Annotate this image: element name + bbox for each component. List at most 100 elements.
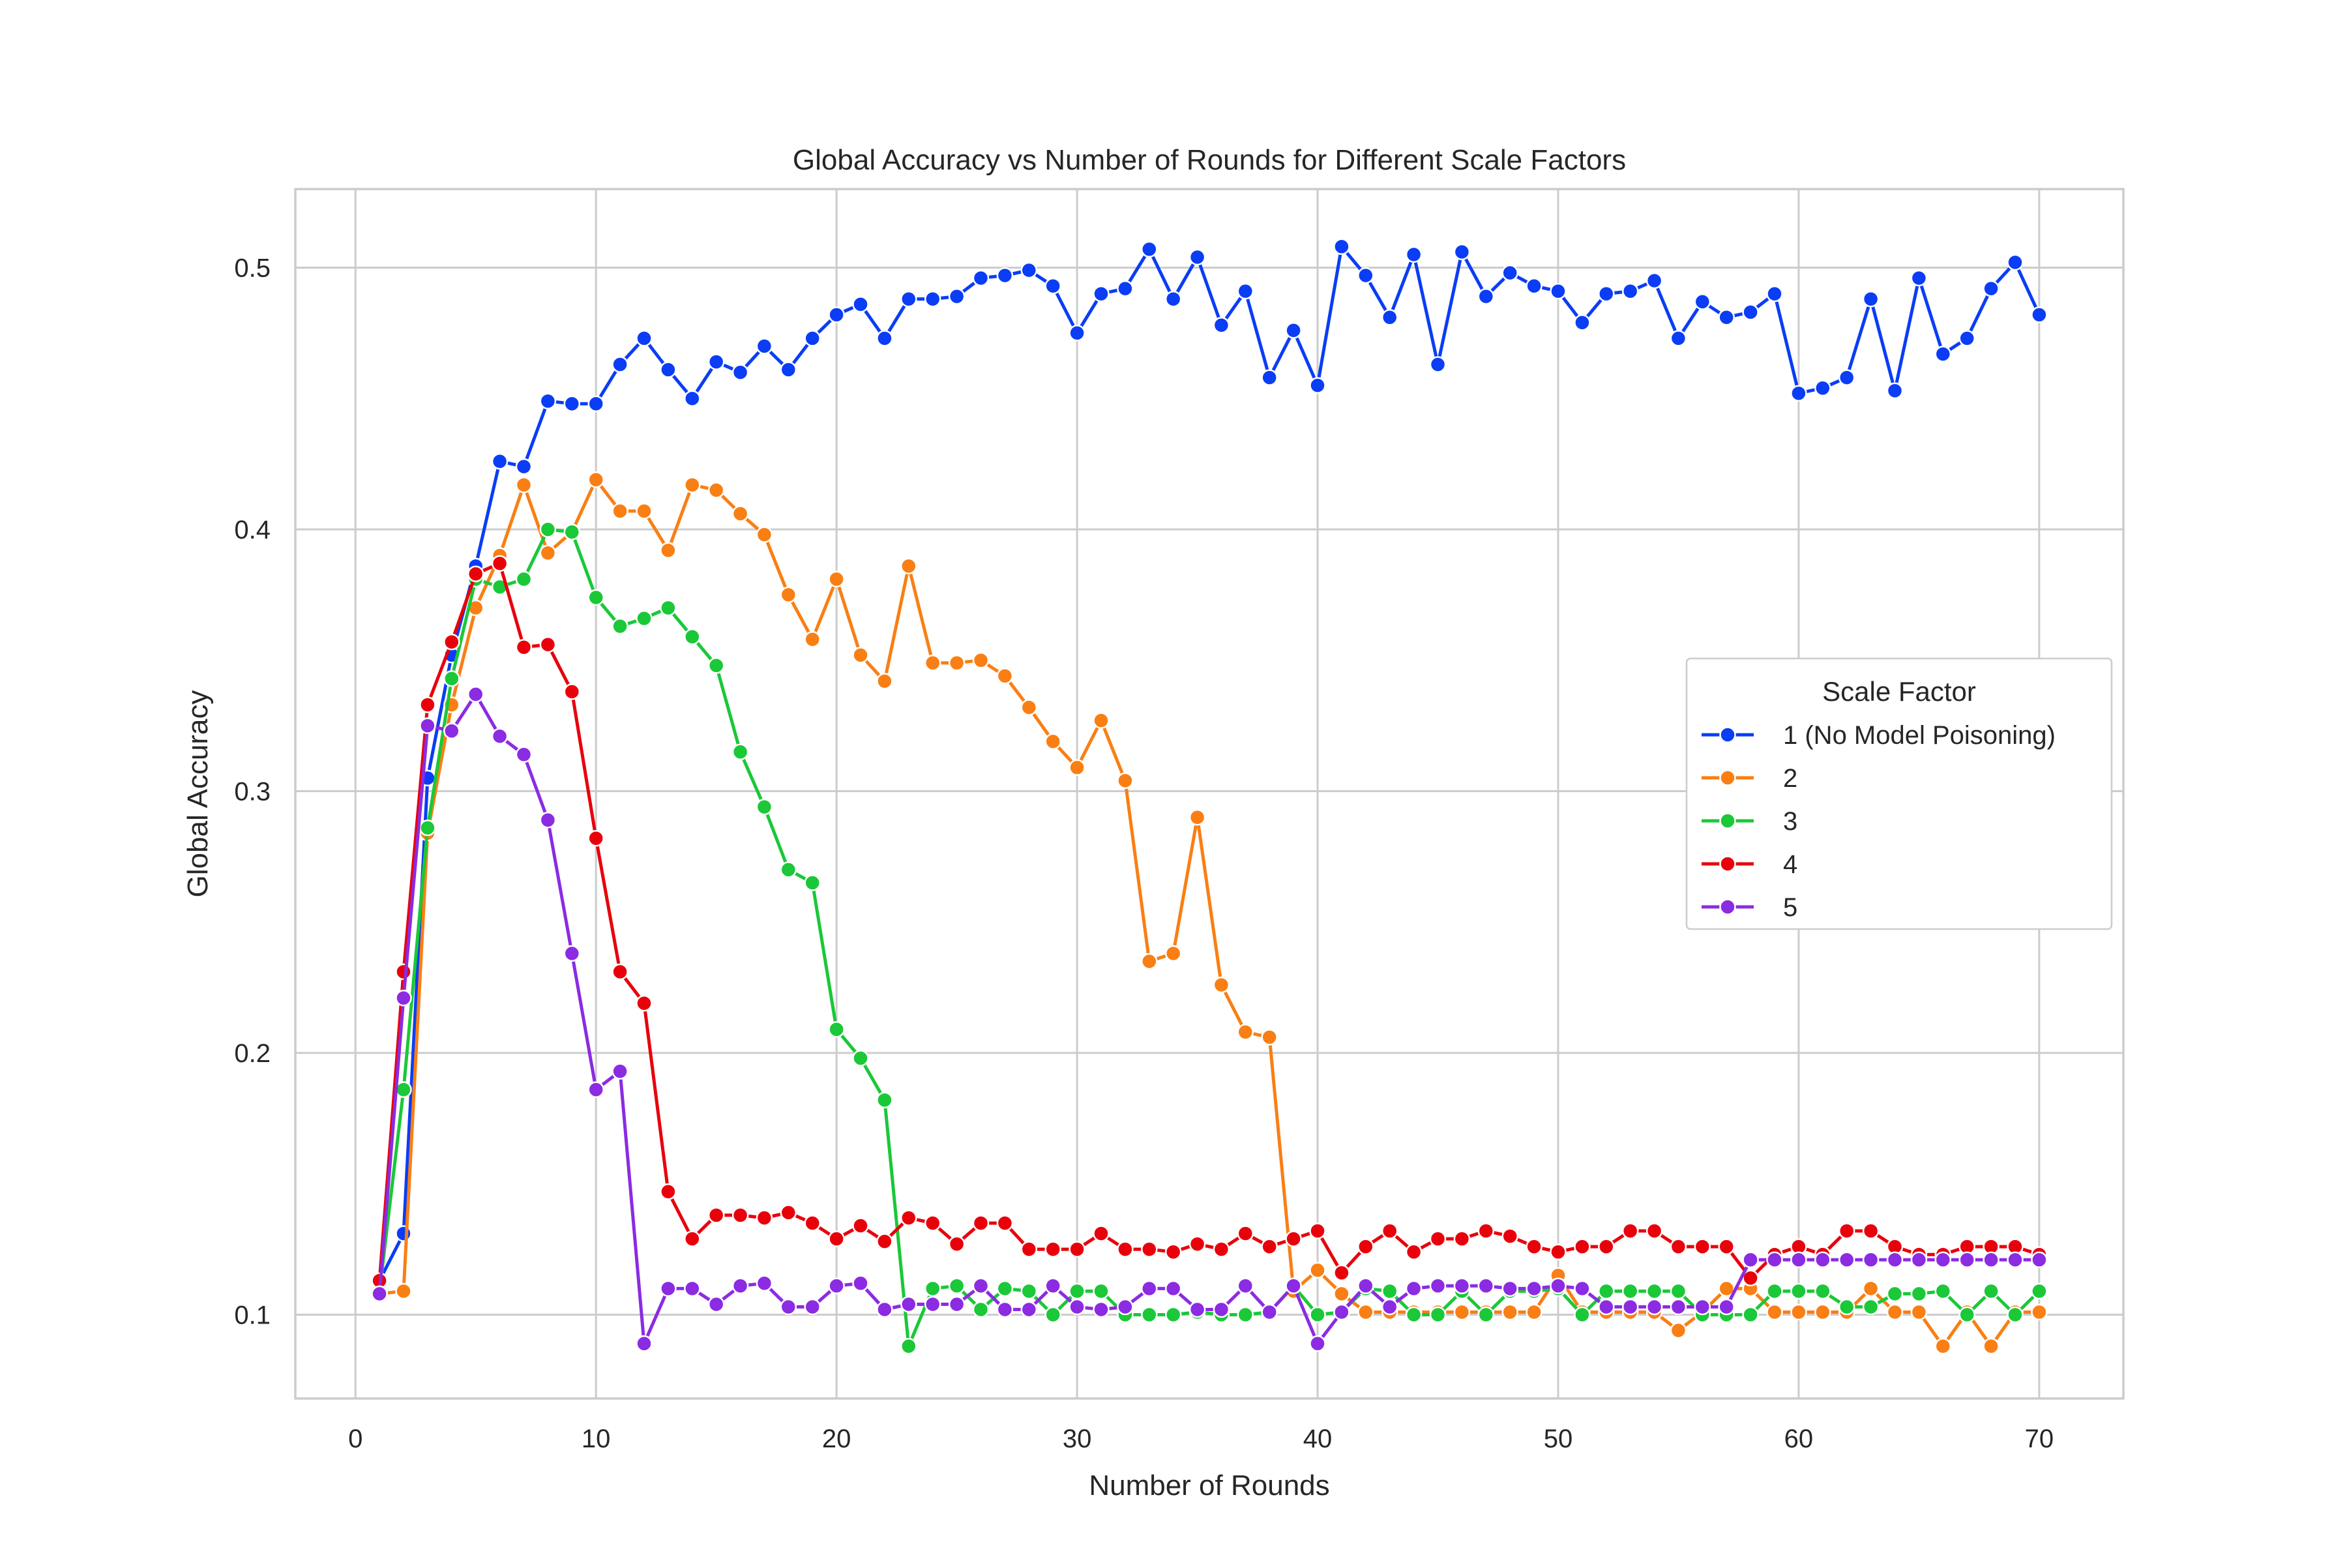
data-point [1621, 1282, 1639, 1300]
data-point [1237, 1225, 1254, 1242]
data-point [1934, 1282, 1952, 1300]
data-point [443, 670, 460, 687]
data-point [1188, 1301, 1206, 1318]
data-point [1646, 1282, 1663, 1300]
data-point [1453, 1303, 1471, 1321]
data-point [924, 1215, 941, 1232]
data-point [1069, 325, 1085, 342]
data-point [924, 1295, 941, 1313]
x-tick-label: 70 [2025, 1425, 2054, 1453]
x-tick-label: 10 [582, 1425, 611, 1453]
data-point [948, 1277, 966, 1295]
tick-label-layer: 0 10 20 30 40 50 60 70 0.1 0.2 0.3 0.4 0.5 [234, 254, 2054, 1453]
data-point [1838, 369, 1855, 386]
legend-swatch-marker [1719, 812, 1736, 829]
data-point [1983, 1251, 2000, 1268]
data-point [1501, 1303, 1518, 1321]
data-point [1934, 1337, 1952, 1355]
data-point [948, 1295, 966, 1313]
data-point [1646, 1222, 1663, 1239]
data-point [539, 636, 557, 653]
data-point [539, 544, 557, 561]
data-point [1044, 277, 1061, 295]
data-point [1910, 1285, 1928, 1303]
data-point [1501, 1280, 1518, 1297]
series-line [377, 692, 2039, 1346]
legend-swatch-marker [1719, 855, 1736, 872]
data-point [1670, 1322, 1687, 1339]
data-point [2007, 1306, 2024, 1324]
data-point [419, 696, 436, 713]
data-point [1934, 346, 1952, 362]
series-line [377, 561, 2040, 1281]
data-point [1574, 1280, 1591, 1297]
data-point [1574, 314, 1591, 331]
data-point [1164, 1243, 1182, 1260]
data-point [972, 1301, 990, 1318]
data-point [1501, 1228, 1518, 1245]
data-point [731, 1277, 749, 1295]
series-line [379, 478, 2039, 1348]
data-point [1862, 290, 1880, 308]
data-point [1333, 1303, 1350, 1321]
data-point [948, 1235, 966, 1252]
legend-label: 2 [1783, 764, 1797, 793]
data-point [996, 1215, 1014, 1232]
series-1 [371, 238, 2048, 1290]
data-point [1020, 261, 1038, 279]
data-point [684, 1280, 701, 1297]
data-point [1044, 1306, 1061, 1324]
data-point [491, 555, 509, 572]
legend-entries: 1 (No Model Poisoning) 2 3 4 5 [1702, 721, 2056, 922]
data-point [1574, 1306, 1591, 1324]
data-point [780, 586, 797, 604]
data-point [1983, 1282, 2000, 1300]
data-point [852, 646, 869, 664]
data-point [1357, 1303, 1374, 1321]
data-point [1309, 377, 1326, 394]
data-point [587, 471, 604, 488]
data-point [515, 476, 533, 494]
data-point [1117, 280, 1134, 297]
data-point [996, 1301, 1014, 1318]
data-point [1429, 1230, 1447, 1247]
y-tick-label: 0.5 [234, 254, 271, 282]
data-point [636, 330, 653, 347]
data-point [1790, 1282, 1807, 1300]
data-point [1453, 1230, 1471, 1247]
data-point [467, 565, 484, 582]
data-point [1044, 1277, 1061, 1295]
data-point [1670, 330, 1687, 347]
data-point [1237, 1024, 1254, 1041]
data-point [900, 1295, 917, 1313]
data-point [636, 503, 653, 520]
data-point [948, 288, 966, 305]
y-tick-label: 0.2 [234, 1039, 271, 1068]
data-point [1766, 285, 1783, 303]
legend-entry: 1 (No Model Poisoning) [1702, 721, 2056, 750]
data-point [660, 599, 677, 617]
data-point [1405, 246, 1423, 263]
data-point [1910, 1251, 1928, 1268]
data-point [684, 628, 701, 645]
data-point [1117, 1298, 1134, 1316]
data-point [1766, 1303, 1783, 1321]
legend-entry: 2 [1702, 764, 1797, 793]
data-point [1694, 1298, 1711, 1316]
data-point [1934, 1251, 1952, 1268]
data-point [731, 1207, 749, 1224]
data-point [515, 746, 533, 763]
data-point [828, 306, 845, 323]
data-point [852, 1050, 869, 1067]
data-point [1742, 303, 1759, 321]
data-point [1598, 1238, 1615, 1255]
data-point [1646, 272, 1663, 289]
data-point [1069, 1241, 1085, 1258]
legend-swatch-marker [1719, 898, 1736, 915]
legend-entry: 4 [1702, 850, 1797, 879]
data-point [684, 1230, 701, 1247]
data-point [1381, 1298, 1398, 1316]
data-point [612, 1063, 628, 1080]
data-point [2031, 1251, 2048, 1268]
